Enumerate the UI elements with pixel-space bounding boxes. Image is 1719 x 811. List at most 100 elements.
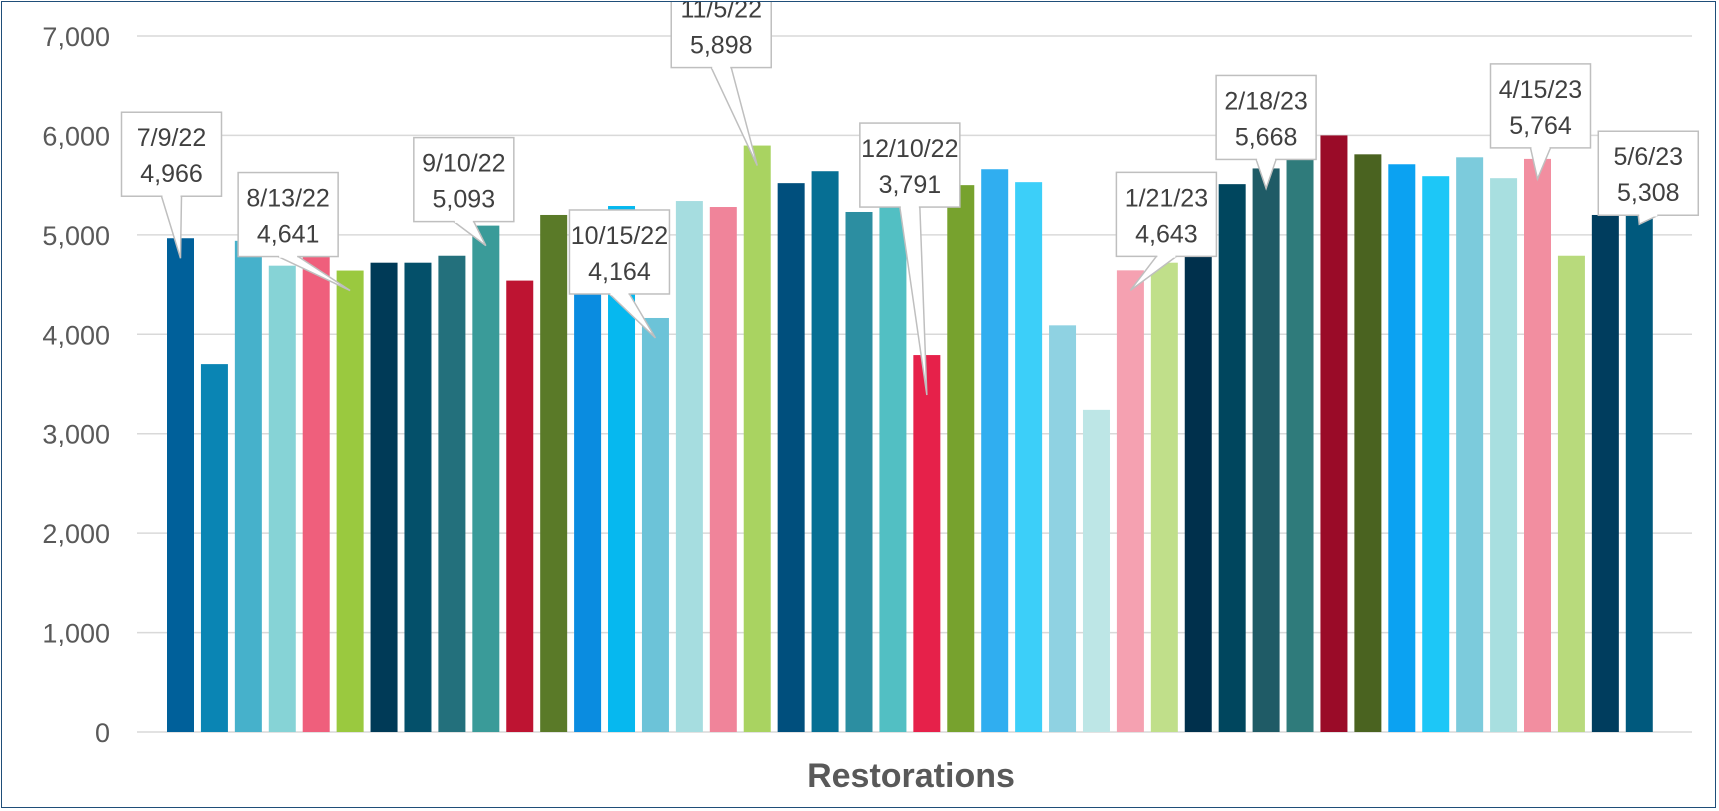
bar: [1354, 154, 1382, 732]
bar: [1252, 168, 1280, 733]
callout-pointer: [710, 67, 758, 166]
callout-date: 9/10/22: [422, 150, 505, 178]
data-callout: 1/21/23 4,643: [1115, 171, 1218, 291]
callout-pointer: [1255, 159, 1277, 191]
bar: [302, 241, 330, 732]
bar: [947, 185, 975, 733]
y-tick-label: 7,000: [42, 22, 110, 52]
callout-value: 4,641: [257, 221, 320, 249]
callout-box: [1489, 63, 1592, 149]
callout-date: 7/9/22: [137, 124, 207, 152]
callout-value: 5,668: [1235, 123, 1298, 151]
bar: [1388, 164, 1416, 732]
y-tick-label: 1,000: [42, 619, 110, 649]
callout-value: 4,643: [1135, 220, 1198, 248]
bar: [234, 240, 262, 732]
bar: [1184, 182, 1212, 732]
callout-date: 12/10/22: [861, 135, 958, 163]
callout-pointer: [453, 221, 487, 247]
y-tick-label: 6,000: [42, 121, 110, 151]
bar: [641, 317, 669, 732]
bar: [1082, 409, 1110, 732]
bar: [540, 214, 568, 732]
y-tick-label: 0: [95, 718, 110, 748]
bar: [913, 355, 941, 732]
bar: [879, 161, 907, 732]
callout-date: 10/15/22: [571, 222, 668, 250]
callout-pointer: [1637, 214, 1659, 226]
bar: [709, 207, 737, 732]
bar: [1557, 255, 1585, 733]
bar: [1286, 159, 1314, 732]
y-axis-tick-labels: 0 1,000 2,000 3,000 4,000 5,000 6,000 7,000: [42, 22, 110, 748]
callout-date: 11/5/22: [680, 2, 762, 24]
data-callout: 9/10/22 5,093: [413, 136, 515, 247]
bar: [370, 262, 398, 732]
data-callout: 12/10/22 3,791: [859, 122, 961, 396]
data-callouts: 7/9/22 4,966 8/13/22 4,641 9/10/22 5,093 10/15…: [120, 2, 1700, 396]
callout-box: [120, 111, 223, 197]
data-callout: 10/15/22 4,164: [568, 209, 671, 339]
bar: [1524, 158, 1551, 733]
callout-date: 4/15/23: [1499, 76, 1582, 104]
bars: [167, 135, 1653, 733]
callout-pointer: [1129, 255, 1177, 291]
y-tick-label: 2,000: [42, 519, 110, 549]
bar: [1591, 214, 1619, 732]
bar: [981, 169, 1009, 733]
bar: [472, 225, 500, 732]
bar: [167, 238, 194, 732]
callout-pointer: [899, 206, 928, 396]
bar: [1049, 325, 1077, 732]
bar: [675, 201, 703, 733]
data-callout: 7/9/22 4,966: [120, 111, 223, 259]
callout-value: 3,791: [879, 171, 942, 199]
bar: [506, 280, 534, 732]
callout-pointer: [160, 196, 183, 259]
callout-value: 5,764: [1509, 112, 1572, 140]
callout-box: [1597, 130, 1700, 216]
bar: [404, 262, 432, 732]
data-callout: 8/13/22 4,641: [237, 171, 351, 292]
callout-date: 8/13/22: [246, 185, 329, 213]
callout-box: [1115, 171, 1218, 258]
callout-value: 5,898: [690, 32, 753, 60]
callout-box: [413, 136, 515, 223]
y-tick-label: 5,000: [42, 221, 110, 251]
bar: [268, 265, 296, 732]
callout-value: 5,308: [1617, 179, 1680, 207]
callout-value: 5,093: [433, 186, 496, 214]
y-tick-label: 3,000: [42, 420, 110, 450]
data-callout: 4/15/23 5,764: [1489, 63, 1592, 182]
bar: [777, 183, 805, 732]
bar: [743, 145, 771, 732]
data-callout: 11/5/22 5,898: [670, 2, 772, 166]
callout-date: 1/21/23: [1125, 184, 1208, 212]
bar: [1218, 184, 1246, 733]
bar: [1015, 182, 1043, 732]
bar: [1320, 135, 1348, 732]
callout-pointer: [277, 255, 351, 292]
bar: [574, 254, 602, 732]
bar: [1625, 204, 1653, 732]
bar: [200, 364, 228, 732]
data-callout: 2/18/23 5,668: [1215, 74, 1317, 191]
x-axis-title: Restorations: [807, 757, 1015, 795]
callout-value: 4,164: [588, 258, 651, 286]
callout-pointer: [1529, 147, 1552, 182]
bar: [438, 255, 466, 733]
callout-box: [1215, 74, 1317, 161]
callout-date: 5/6/23: [1614, 143, 1684, 171]
bar: [336, 270, 364, 732]
bar: [1490, 178, 1518, 732]
bar: [1150, 262, 1178, 732]
bar: [811, 171, 839, 733]
data-callout: 5/6/23 5,308: [1597, 130, 1700, 226]
callout-pointer: [608, 293, 657, 339]
callout-box: [859, 122, 961, 208]
callout-date: 2/18/23: [1224, 87, 1307, 115]
bar: [845, 211, 873, 732]
bar: [1116, 270, 1144, 732]
